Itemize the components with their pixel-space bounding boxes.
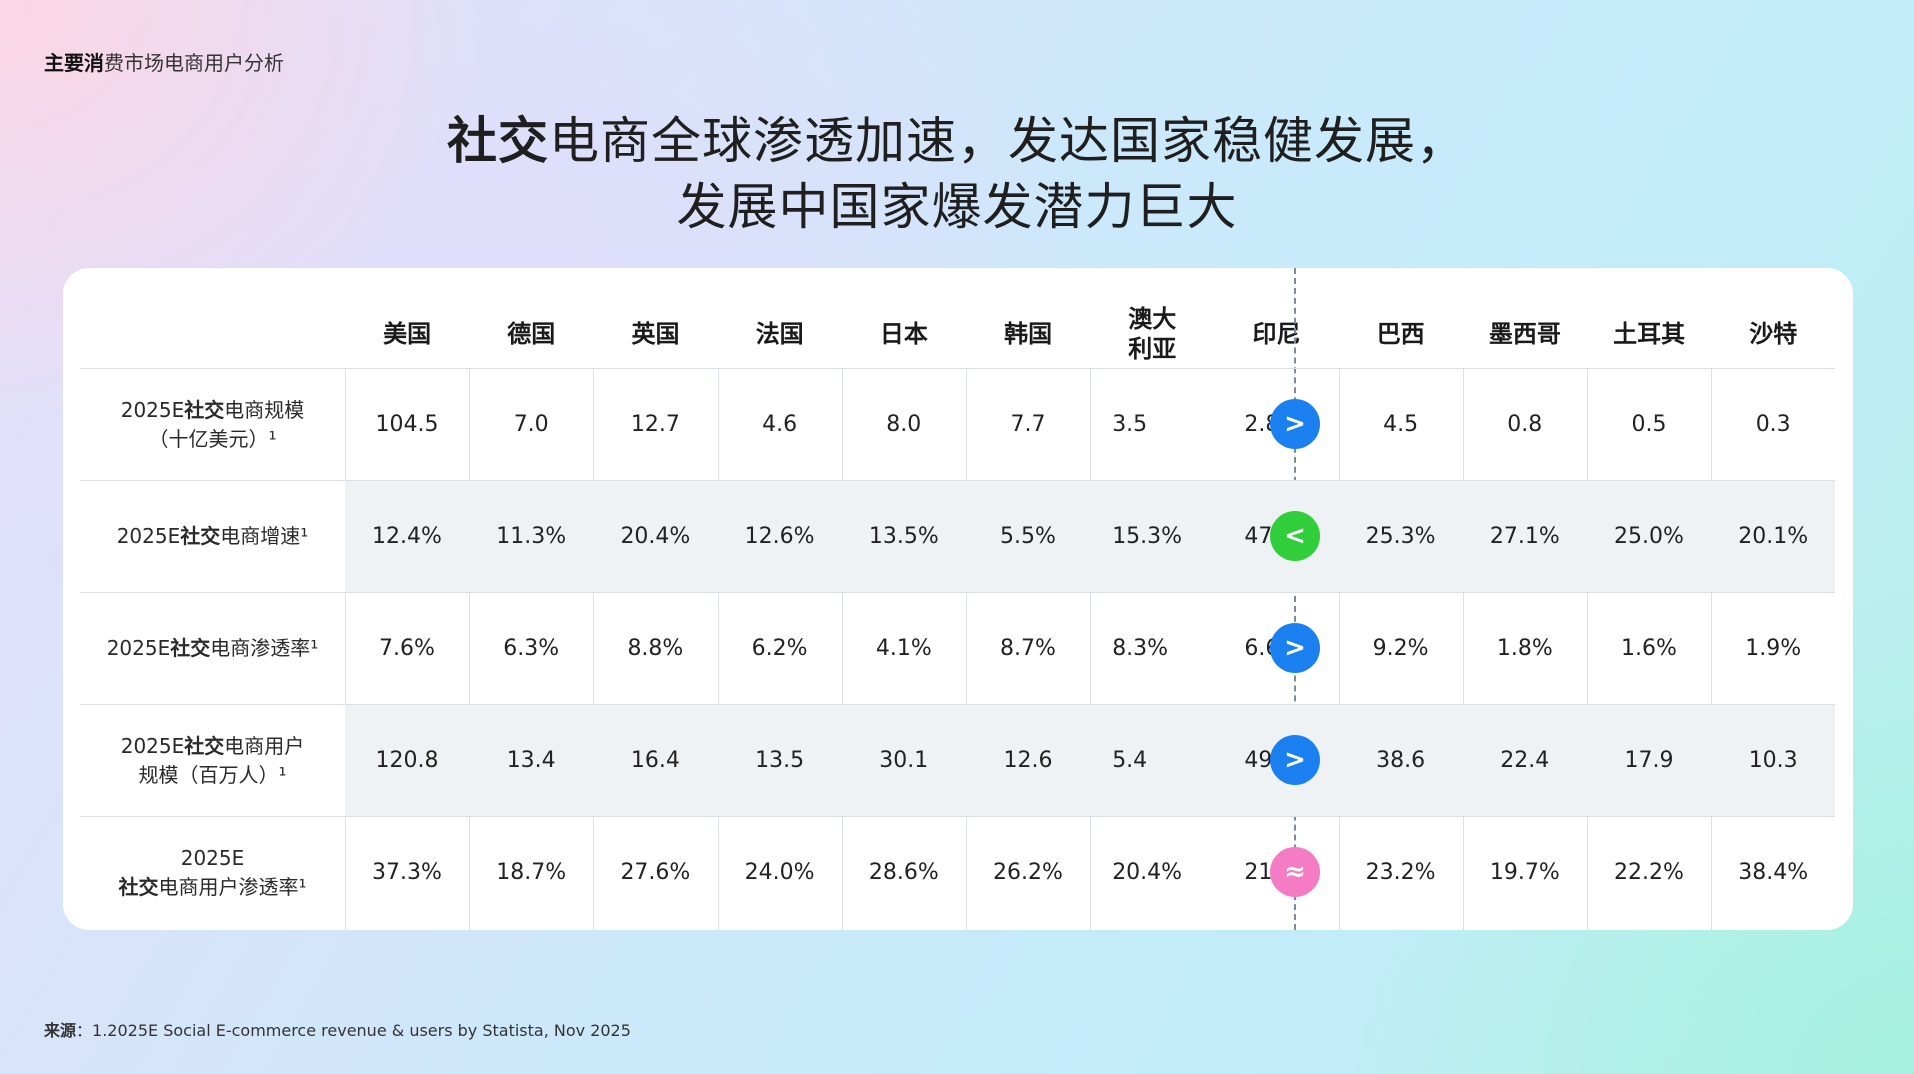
column-header: 美国	[383, 320, 432, 348]
table-cell: 20.4%	[1112, 860, 1183, 885]
page-section-label: 主要消费市场电商用户分析	[44, 51, 284, 75]
table-cell: 20.4%	[620, 524, 691, 549]
table-cell: 4.1%	[875, 636, 932, 661]
row-label: 2025E 社交电商用户渗透率¹	[118, 845, 307, 899]
table-cell: 38.4%	[1738, 860, 1809, 885]
table-cell: 25.0%	[1614, 524, 1684, 549]
comparison-badge-icon: ≈	[1270, 847, 1320, 897]
table-cell: 20.1%	[1738, 524, 1809, 549]
row-label: 2025E社交电商增速¹	[116, 524, 309, 548]
column-header: 印尼	[1252, 320, 1301, 348]
table-cell: 8.3%	[1112, 636, 1169, 661]
table-cell: 104.5	[375, 412, 439, 437]
comparison-badge-icon: >	[1270, 399, 1320, 449]
table-cell: 28.6%	[868, 860, 939, 885]
table-cell: 1.8%	[1496, 636, 1553, 661]
comparison-badge-icon: >	[1270, 735, 1320, 785]
table-cell: 0.5	[1631, 412, 1667, 437]
table-row: 2025E社交电商用户 规模（百万人）¹ 120.8 13.4 16.4 13.5 30.1…	[80, 704, 1835, 816]
column-divider	[345, 368, 346, 930]
row-label: 2025E社交电商用户 规模（百万人）¹	[120, 733, 305, 787]
column-header: 德国	[507, 320, 556, 348]
developed-developing-divider	[1294, 268, 1296, 930]
table-cell: 23.2%	[1365, 860, 1436, 885]
row-label: 2025E社交电商渗透率¹	[106, 636, 319, 660]
table-cell: 7.7	[1010, 412, 1046, 437]
column-header: 日本	[879, 320, 928, 348]
table-cell: 26.2%	[993, 860, 1063, 885]
table-cell: 19.7%	[1489, 860, 1560, 885]
table-cell: 18.7%	[496, 860, 567, 885]
table-cell: 6.2%	[751, 636, 808, 661]
column-header: 沙特	[1749, 320, 1798, 348]
table-cell: 13.5%	[868, 524, 939, 549]
column-divider	[593, 368, 595, 930]
table-cell: 27.6%	[620, 860, 691, 885]
table-cell: 8.7%	[1000, 636, 1056, 661]
column-divider	[469, 368, 471, 930]
table-cell: 38.6	[1376, 748, 1426, 773]
column-divider	[1711, 368, 1713, 930]
table-cell: 7.0	[513, 412, 549, 437]
table-cell: 5.5%	[1000, 524, 1056, 549]
table-cell: 12.4%	[372, 524, 442, 549]
table-cell: 13.4	[506, 748, 556, 773]
table-cell: 12.7	[630, 412, 680, 437]
column-header: 英国	[631, 320, 680, 348]
table-cell: 16.4	[630, 748, 680, 773]
table-cell: 27.1%	[1489, 524, 1560, 549]
table-cell: 0.8	[1507, 412, 1543, 437]
table-cell: 9.2%	[1372, 636, 1429, 661]
column-divider	[717, 368, 719, 930]
column-divider	[1587, 368, 1588, 930]
table-cell: 5.4	[1112, 748, 1148, 773]
column-header: 巴西	[1376, 320, 1425, 348]
table-cell: 30.1	[879, 748, 929, 773]
source-note: 来源：1.2025E Social E-commerce revenue & u…	[44, 1021, 631, 1040]
column-header: 法国	[755, 320, 804, 348]
column-header: 土耳其	[1613, 320, 1686, 348]
table-cell: 1.9%	[1745, 636, 1802, 661]
table-cell: 0.3	[1755, 412, 1791, 437]
table-row: 2025E 社交电商用户渗透率¹ 37.3% 18.7% 27.6% 24.0% 28.6%…	[80, 816, 1835, 928]
table-row: 2025E社交电商渗透率¹ 7.6% 6.3% 8.8% 6.2% 4.1% 8.7% 8.3…	[80, 592, 1835, 704]
table-cell: 37.3%	[372, 860, 442, 885]
column-divider	[1462, 368, 1464, 930]
comparison-table: 美国 德国 英国 法国 日本 韩国 澳大 利亚 印尼 巴西 墨西哥 土耳其 沙特 2025E社交电商规模（…	[80, 268, 1835, 930]
column-header: 韩国	[1004, 320, 1053, 348]
table-cell: 22.2%	[1614, 860, 1684, 885]
column-header: 墨西哥	[1488, 320, 1561, 348]
table-cell: 3.5	[1112, 412, 1148, 437]
table-row: 2025E社交电商增速¹ 12.4% 11.3% 20.4% 12.6% 13.5% 5.5…	[80, 480, 1835, 592]
table-cell: 15.3%	[1112, 524, 1183, 549]
table-cell: 11.3%	[496, 524, 567, 549]
page-title: 社交电商全球渗透加速，发达国家稳健发展， 发展中国家爆发潜力巨大	[447, 112, 1467, 236]
table-cell: 10.3	[1748, 748, 1798, 773]
column-divider	[1338, 368, 1340, 930]
table-cell: 7.6%	[379, 636, 435, 661]
table-cell: 4.5	[1383, 412, 1419, 437]
table-cell: 24.0%	[744, 860, 815, 885]
table-cell: 8.0	[886, 412, 922, 437]
table-cell: 6.3%	[503, 636, 560, 661]
table-cell: 22.4	[1500, 748, 1550, 773]
table-cell: 12.6	[1003, 748, 1053, 773]
table-cell: 17.9	[1624, 748, 1674, 773]
comparison-table-card	[63, 268, 1853, 930]
column-divider	[841, 368, 843, 930]
table-cell: 1.6%	[1621, 636, 1677, 661]
table-cell: 8.8%	[627, 636, 684, 661]
column-header: 澳大 利亚	[1128, 305, 1177, 363]
table-row: 2025E社交电商规模 （十亿美元）¹ 104.5 7.0 12.7 4.6 8.0 7.7 3…	[80, 368, 1835, 480]
column-divider	[966, 368, 967, 930]
comparison-badge-icon: >	[1270, 623, 1320, 673]
column-divider	[1090, 368, 1092, 930]
comparison-badge-icon: <	[1270, 511, 1320, 561]
table-cell: 25.3%	[1365, 524, 1436, 549]
table-cell: 4.6	[762, 412, 798, 437]
row-label: 2025E社交电商规模 （十亿美元）¹	[120, 397, 305, 451]
table-cell: 13.5	[755, 748, 805, 773]
table-cell: 12.6%	[744, 524, 815, 549]
table-cell: 120.8	[375, 748, 439, 773]
